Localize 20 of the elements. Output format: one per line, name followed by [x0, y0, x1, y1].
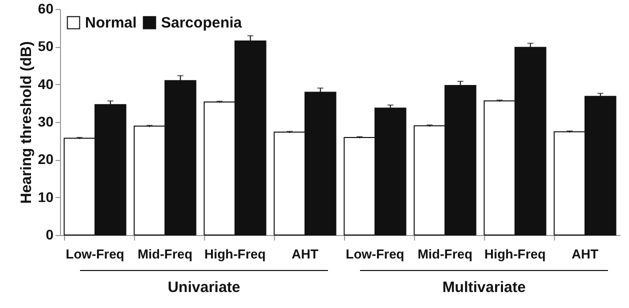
y-tick-label: 10 — [38, 188, 54, 205]
text: Univariate — [166, 279, 242, 296]
y-axis-title: Hearing threshold (dB) — [18, 41, 35, 204]
x-tick-label: AHT — [572, 246, 598, 262]
y-tick-label: 30 — [38, 114, 54, 130]
y-tick-label: 50 — [38, 38, 54, 54]
x-tick-label: Mid-Freq — [418, 246, 472, 262]
y-tick-label: 20 — [38, 151, 54, 168]
legend-label: Normal — [85, 14, 137, 32]
x-tick-label: High-Freq — [204, 246, 266, 262]
x-tick-label: Mid-Freq — [138, 246, 192, 262]
legend-label: Sarcopenia — [161, 14, 243, 32]
y-tick-label: 60 — [38, 0, 54, 16]
text: Multivariate — [441, 279, 527, 296]
x-tick-label: High-Freq — [484, 246, 546, 262]
y-tick-label: 40 — [38, 76, 54, 92]
x-tick-label: Low-Freq — [66, 246, 124, 262]
y-tick-label: 0 — [46, 226, 54, 242]
x-tick-label: AHT — [292, 246, 318, 262]
x-tick-label: Low-Freq — [346, 246, 404, 262]
